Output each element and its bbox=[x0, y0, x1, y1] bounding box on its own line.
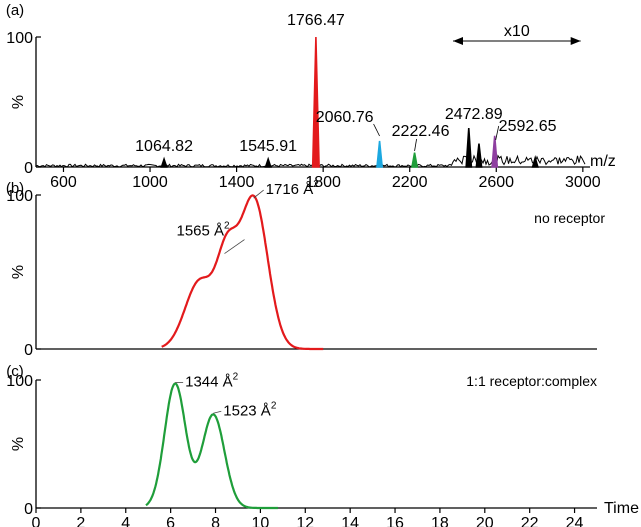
peak-label: 1766.47 bbox=[287, 12, 345, 29]
spectrum-peak bbox=[160, 156, 168, 168]
x-tick-label: 22 bbox=[521, 515, 539, 527]
x-tick-label: 24 bbox=[566, 515, 584, 527]
annotation-leader bbox=[224, 239, 245, 254]
spectrum-peak bbox=[311, 36, 320, 168]
zoom-label: x10 bbox=[504, 23, 530, 40]
annotation-leader bbox=[373, 123, 380, 137]
spectrum-peak bbox=[264, 156, 272, 168]
y-axis-label: % bbox=[10, 95, 27, 109]
y-axis-label: % bbox=[10, 437, 27, 451]
spectrum-peak bbox=[491, 135, 499, 168]
y-tick-label: 100 bbox=[6, 373, 33, 390]
x-axis-label: m/z bbox=[590, 153, 616, 170]
ccs-unit-superscript: 2 bbox=[313, 179, 319, 190]
x-tick-label: 1000 bbox=[132, 174, 168, 191]
peak-label: 2222.46 bbox=[392, 123, 450, 140]
x-tick-label: 12 bbox=[296, 515, 314, 527]
x-tick-label: 600 bbox=[50, 174, 77, 191]
x-tick-label: 14 bbox=[341, 515, 359, 527]
spectrum-peak bbox=[465, 127, 473, 168]
ccs-value: 1716 Å bbox=[266, 181, 314, 198]
x-tick-label: 10 bbox=[252, 515, 270, 527]
panel-label: (c) bbox=[6, 363, 24, 380]
arrowhead-right-icon bbox=[570, 37, 581, 45]
annotation-leader bbox=[253, 189, 264, 199]
ccs-value: 1523 Å bbox=[223, 402, 271, 419]
peak-label: 2592.65 bbox=[499, 118, 557, 135]
x-tick-label: 3000 bbox=[565, 174, 601, 191]
ccs-annotation: 1344 Å2 bbox=[185, 372, 239, 391]
ccs-value: 1565 Å bbox=[176, 223, 224, 240]
ccs-unit-superscript: 2 bbox=[224, 221, 230, 232]
spectrum-peak bbox=[475, 143, 483, 168]
x-axis-label: Time bbox=[604, 500, 639, 517]
panel-a: (a) 0 100% 600 1000 1400 1800 2200 2600 3000 m/z 10… bbox=[6, 2, 616, 191]
panel-title: 1:1 receptor:complex bbox=[466, 373, 597, 389]
x-tick-label: 20 bbox=[476, 515, 494, 527]
arrowhead-left-icon bbox=[452, 37, 463, 45]
x-tick-label: 2600 bbox=[478, 174, 514, 191]
peak-label: 1064.82 bbox=[135, 138, 193, 155]
y-tick-label: 0 bbox=[24, 342, 33, 359]
panel-label: (a) bbox=[6, 2, 24, 19]
annotation-leader bbox=[213, 410, 222, 414]
x-tick-label: 16 bbox=[386, 515, 404, 527]
spectrum-peak bbox=[376, 140, 384, 168]
x-tick-label: 1800 bbox=[305, 174, 341, 191]
peak-label: 1545.91 bbox=[239, 138, 297, 155]
y-tick-label: 0 bbox=[24, 160, 33, 177]
spectrum-peak bbox=[531, 154, 539, 168]
peak-label: 2472.89 bbox=[445, 106, 503, 123]
annotation-leader bbox=[495, 125, 500, 141]
x-tick-label: 4 bbox=[121, 515, 130, 527]
x-tick-label: 0 bbox=[32, 515, 41, 527]
ccs-annotation: 1565 Å2 bbox=[176, 221, 230, 240]
y-tick-label: 100 bbox=[6, 188, 33, 205]
ccs-value: 1344 Å bbox=[185, 374, 233, 391]
peak-label: 2060.76 bbox=[316, 109, 374, 126]
panel-label: (b) bbox=[6, 180, 24, 197]
x-tick-label: 8 bbox=[211, 515, 220, 527]
y-tick-label: 100 bbox=[6, 30, 33, 47]
panel-title: no receptor bbox=[534, 210, 605, 226]
y-tick-label: 0 bbox=[24, 501, 33, 518]
x-tick-label: 2 bbox=[76, 515, 85, 527]
ccs-annotation: 1716 Å2 bbox=[266, 179, 320, 198]
ccs-annotation: 1523 Å2 bbox=[223, 400, 277, 419]
spectrum-baseline bbox=[35, 154, 586, 168]
y-axis-label: % bbox=[10, 265, 27, 279]
x-tick-label: 1400 bbox=[219, 174, 255, 191]
ccs-unit-superscript: 2 bbox=[271, 400, 277, 411]
x-tick-label: 6 bbox=[166, 515, 175, 527]
ccs-unit-superscript: 2 bbox=[233, 372, 239, 383]
x-tick-label: 2200 bbox=[392, 174, 428, 191]
mobility-trace bbox=[161, 194, 324, 351]
mobility-trace bbox=[145, 382, 278, 510]
annotation-leader bbox=[414, 138, 417, 152]
x-tick-label: 18 bbox=[431, 515, 449, 527]
spectrum-peak bbox=[411, 152, 419, 168]
